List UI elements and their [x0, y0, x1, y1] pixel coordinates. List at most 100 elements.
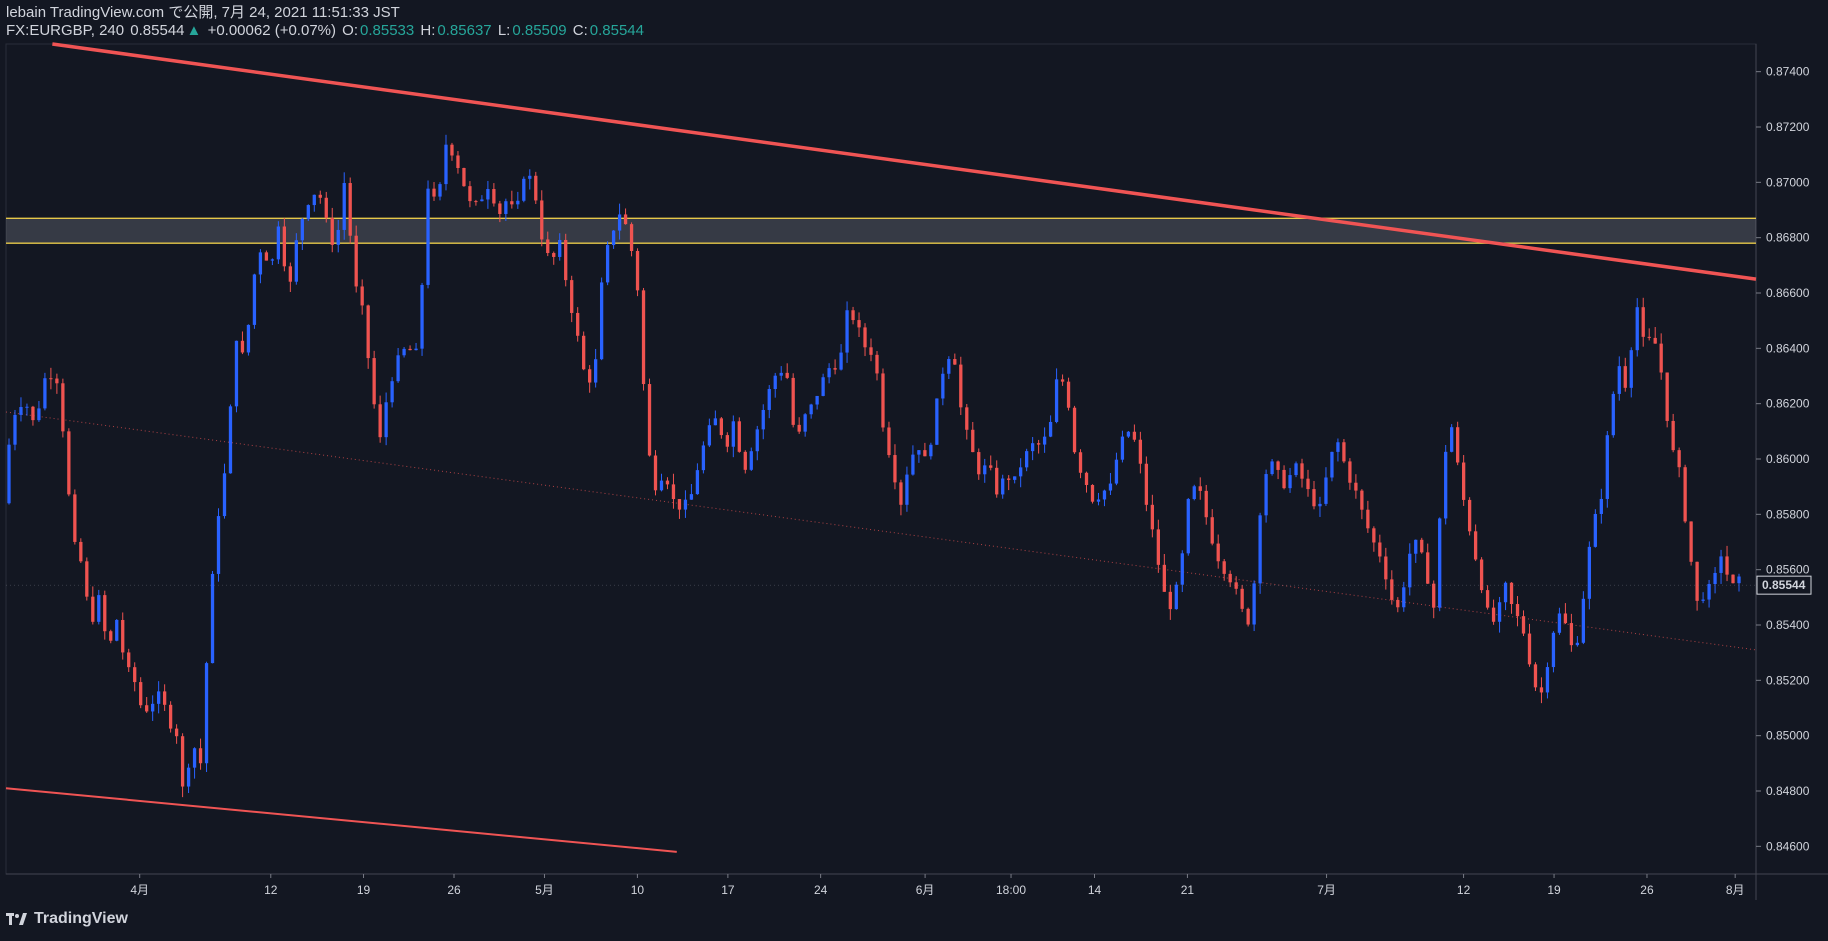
- candle-body: [234, 340, 239, 407]
- open-value: 0.85533: [360, 22, 415, 39]
- candle-body: [330, 217, 334, 245]
- candle-body: [1545, 667, 1550, 693]
- candle-body: [737, 421, 741, 452]
- candle-body: [282, 226, 287, 267]
- candle-body: [324, 197, 328, 218]
- candle-body: [659, 480, 664, 491]
- candle-body: [1629, 350, 1633, 388]
- candle-body: [1306, 478, 1310, 490]
- candle-body: [1611, 393, 1615, 436]
- candle-body: [516, 200, 520, 205]
- candle-body: [815, 395, 819, 405]
- candle-body: [576, 312, 580, 336]
- candle-body: [1635, 307, 1639, 351]
- candle-body: [953, 359, 957, 365]
- y-tick-label: 0.86800: [1766, 231, 1810, 245]
- candle-body: [1467, 499, 1472, 532]
- candle-body: [204, 663, 209, 764]
- candle-body: [1551, 632, 1556, 668]
- candle-body: [791, 377, 795, 425]
- candle-body: [1461, 462, 1466, 500]
- candle-body: [408, 348, 412, 351]
- price-axis[interactable]: 0.87400 0.87200 0.87000 0.86800 0.86600 0.864…: [1756, 65, 1810, 854]
- candle-body: [1617, 366, 1621, 394]
- trendline-lower[interactable]: [5, 787, 677, 853]
- candle-body: [145, 705, 149, 712]
- trendlines[interactable]: [5, 42, 1757, 853]
- candle-body: [845, 310, 849, 353]
- candle-body: [1030, 443, 1035, 452]
- candle-body: [1671, 420, 1675, 451]
- candle-body: [558, 239, 562, 257]
- candle-body: [390, 381, 394, 403]
- candle-body: [384, 402, 388, 438]
- brand-name: TradingView: [34, 910, 128, 927]
- candle-body: [198, 748, 203, 764]
- candles: [7, 134, 1741, 798]
- x-tick-label: 12: [264, 883, 278, 897]
- candle-body: [1060, 379, 1065, 382]
- candle-body: [1162, 564, 1166, 592]
- candle-body: [498, 203, 502, 214]
- candle-body: [588, 369, 592, 383]
- candle-body: [133, 667, 137, 683]
- candle-body: [1276, 461, 1280, 470]
- candle-body: [25, 406, 29, 408]
- time-axis[interactable]: 4月 12 19 26 5月 10 17 24 6月 18:00 14 21 7月 12 19 26 8月: [130, 874, 1745, 897]
- brand-footer[interactable]: TradingView: [6, 910, 128, 928]
- candle-body: [306, 205, 310, 219]
- candle-body: [1366, 509, 1370, 529]
- candle-body: [1240, 588, 1244, 609]
- candle-body: [402, 348, 406, 356]
- candle-body: [767, 389, 771, 410]
- close-label: C:: [572, 22, 588, 39]
- candle-body: [1324, 477, 1328, 504]
- candle-body: [396, 355, 400, 382]
- candle-body: [947, 359, 951, 374]
- candle-body: [761, 409, 765, 430]
- candle-body: [623, 214, 628, 225]
- candle-body: [1180, 553, 1184, 585]
- candle-body: [983, 465, 987, 475]
- trendline-upper[interactable]: [52, 42, 1757, 281]
- candle-body: [1019, 467, 1023, 477]
- candle-body: [1557, 613, 1562, 633]
- candle-body: [426, 188, 430, 285]
- candle-body: [1222, 561, 1226, 574]
- candle-body: [79, 541, 83, 562]
- close-value: 0.85544: [589, 22, 644, 39]
- candle-body: [91, 596, 95, 622]
- candle-body: [1521, 616, 1526, 634]
- candle-body: [671, 484, 676, 500]
- candle-body: [719, 418, 723, 436]
- zone-fill: [6, 218, 1756, 244]
- candle-body: [564, 239, 568, 281]
- candle-body: [61, 383, 65, 432]
- high-value: 0.85637: [437, 22, 492, 39]
- candle-body: [168, 704, 173, 729]
- candle-body: [821, 377, 825, 396]
- candle-body: [522, 178, 526, 201]
- candle-body: [1509, 582, 1514, 605]
- candle-body: [1054, 379, 1059, 422]
- candle-body: [1126, 431, 1131, 437]
- candle-body: [540, 200, 544, 240]
- candle-body: [1497, 602, 1502, 622]
- supply-zone[interactable]: [6, 217, 1756, 244]
- candle-body: [1174, 584, 1178, 610]
- candle-body: [1252, 583, 1256, 625]
- candle-body: [1318, 503, 1322, 507]
- symbol-label[interactable]: FX:EURGBP, 240: [6, 22, 125, 39]
- x-tick-label: 12: [1457, 883, 1471, 897]
- tradingview-logo-icon: [6, 913, 27, 925]
- candle-body: [318, 194, 322, 198]
- candle-body: [1132, 431, 1137, 440]
- candle-body: [486, 189, 490, 200]
- candle-body: [1515, 604, 1520, 617]
- candle-body: [1701, 599, 1705, 601]
- candle-body: [73, 494, 77, 542]
- candle-body: [582, 335, 586, 370]
- candle-body: [31, 406, 35, 421]
- y-tick-label: 0.86200: [1766, 397, 1810, 411]
